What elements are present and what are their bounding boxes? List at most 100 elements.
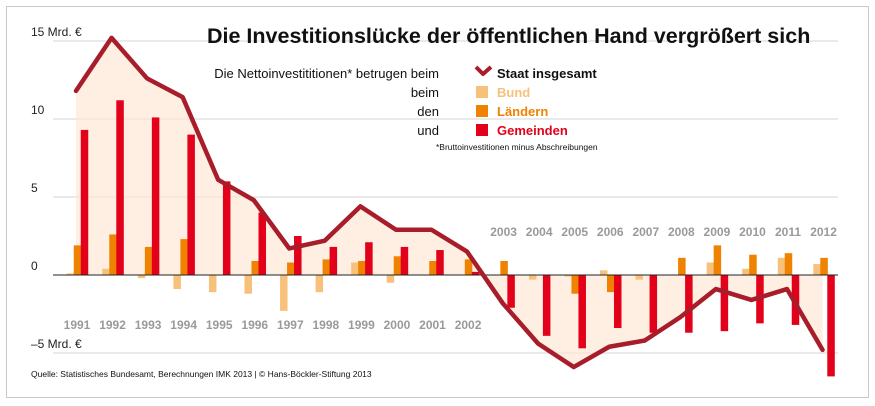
bar-gemeinden bbox=[365, 242, 373, 275]
y-tick-label: 0 bbox=[31, 259, 38, 273]
legend-prefix-laender: den bbox=[417, 104, 439, 119]
x-tick-label: 2007 bbox=[632, 225, 659, 239]
legend-prefix-gemeinden: und bbox=[417, 123, 439, 138]
bar-lndern bbox=[109, 234, 117, 275]
bar-bund bbox=[564, 275, 572, 277]
bar-gemeinden bbox=[151, 117, 160, 275]
legend-prefix-bund: beim bbox=[411, 85, 439, 100]
y-tick-label: –5 Mrd. € bbox=[31, 337, 82, 351]
x-tick-labels: 1991 1992 1993 1994 1995 1996 1997 1998 1999 2000… bbox=[64, 225, 838, 332]
bar-gemeinden bbox=[507, 275, 515, 308]
y-tick-label: 15 Mrd. € bbox=[31, 25, 82, 39]
bar-bund bbox=[66, 273, 75, 275]
x-tick-label: 2003 bbox=[490, 225, 517, 239]
x-tick-label: 2004 bbox=[526, 225, 553, 239]
x-tick-label: 2012 bbox=[810, 225, 837, 239]
bar-gemeinden bbox=[80, 129, 89, 275]
legend-label-laender: Ländern bbox=[497, 104, 548, 119]
bar-gemeinden bbox=[720, 275, 729, 332]
bar-bund bbox=[813, 264, 821, 275]
bar-gemeinden bbox=[329, 246, 338, 275]
legend-swatch-bund bbox=[476, 86, 488, 98]
x-tick-label: 2009 bbox=[704, 225, 731, 239]
x-tick-label: 2011 bbox=[775, 225, 801, 239]
bar-bund bbox=[600, 270, 608, 275]
bar-gemeinden bbox=[614, 275, 622, 329]
bar-gemeinden bbox=[542, 275, 551, 336]
bar-lndern bbox=[607, 275, 615, 293]
legend: Staat insgesamt beim Bund den Ländern un… bbox=[411, 65, 597, 138]
bars-layer bbox=[66, 100, 835, 377]
bar-bund bbox=[244, 275, 252, 294]
x-tick-label: 2000 bbox=[384, 318, 411, 332]
bar-bund bbox=[706, 262, 715, 275]
x-tick-label: 2008 bbox=[668, 225, 695, 239]
bar-lndern bbox=[571, 275, 579, 294]
legend-item-laender: den Ländern bbox=[417, 104, 548, 119]
legend-label-total: Staat insgesamt bbox=[497, 66, 597, 81]
bar-lndern bbox=[322, 259, 331, 275]
bar-gemeinden bbox=[258, 212, 266, 275]
bar-gemeinden bbox=[685, 275, 693, 333]
bar-gemeinden bbox=[116, 100, 124, 275]
bar-lndern bbox=[180, 239, 188, 275]
y-tick-label: 5 bbox=[31, 181, 38, 195]
bar-gemeinden bbox=[222, 181, 231, 275]
bar-bund bbox=[386, 275, 395, 283]
x-tick-label: 1999 bbox=[348, 318, 375, 332]
bar-lndern bbox=[713, 245, 722, 275]
x-tick-label: 1997 bbox=[277, 318, 304, 332]
legend-item-bund: beim Bund bbox=[411, 85, 530, 100]
bar-lndern bbox=[784, 253, 793, 275]
bar-gemeinden bbox=[649, 275, 658, 333]
chart-title: Die Investitionslücke der öffentlichen H… bbox=[207, 24, 810, 48]
x-tick-label: 1998 bbox=[312, 318, 339, 332]
bar-bund bbox=[528, 275, 537, 280]
bar-gemeinden bbox=[400, 246, 409, 275]
y-tick-label: 10 bbox=[31, 103, 45, 117]
footnote: *Bruttoinvestitionen minus Abschreibunge… bbox=[436, 142, 598, 152]
bar-gemeinden bbox=[578, 275, 586, 349]
bar-bund bbox=[280, 275, 288, 311]
legend-item-gemeinden: und Gemeinden bbox=[417, 123, 568, 138]
x-tick-label: 1992 bbox=[99, 318, 126, 332]
bar-gemeinden bbox=[436, 250, 444, 275]
chart-subtitle: Die Nettoinvestititionen* betrugen beim bbox=[214, 66, 439, 81]
bar-gemeinden bbox=[187, 134, 195, 275]
bar-bund bbox=[208, 275, 217, 293]
source-note: Quelle: Statistisches Bundesamt, Berechn… bbox=[31, 369, 372, 379]
legend-item-total: Staat insgesamt bbox=[474, 65, 597, 81]
legend-label-bund: Bund bbox=[497, 85, 530, 100]
x-tick-label: 1991 bbox=[64, 318, 91, 332]
bar-lndern bbox=[287, 262, 295, 275]
bar-lndern bbox=[500, 260, 508, 275]
x-tick-label: 1994 bbox=[170, 318, 197, 332]
x-tick-label: 1995 bbox=[206, 318, 233, 332]
total-line bbox=[73, 35, 825, 370]
bar-lndern bbox=[820, 257, 828, 275]
x-tick-label: 2005 bbox=[561, 225, 588, 239]
bar-lndern bbox=[678, 257, 686, 275]
x-tick-label: 2001 bbox=[419, 318, 446, 332]
bar-lndern bbox=[464, 259, 473, 275]
bar-lndern bbox=[393, 256, 402, 275]
total-area-fill bbox=[76, 37, 823, 368]
x-tick-label: 1996 bbox=[241, 318, 268, 332]
bar-gemeinden bbox=[294, 236, 302, 275]
bar-gemeinden bbox=[827, 275, 835, 377]
legend-swatch-gemeinden bbox=[476, 124, 488, 136]
bar-bund bbox=[102, 268, 110, 275]
legend-swatch-laender bbox=[476, 105, 488, 117]
bar-bund bbox=[315, 275, 324, 293]
chart-frame: 15 Mrd. €10 5 0 –5 Mrd. € 1991 1992 1993 1994 1… bbox=[6, 6, 869, 398]
bar-bund bbox=[742, 268, 750, 275]
legend-line-swatch bbox=[474, 65, 493, 76]
bar-lndern bbox=[749, 254, 757, 275]
x-tick-label: 2010 bbox=[739, 225, 766, 239]
bar-gemeinden bbox=[471, 271, 480, 275]
bar-lndern bbox=[144, 246, 153, 275]
bar-bund bbox=[351, 262, 359, 275]
y-tick-labels: 15 Mrd. € 10 5 0 –5 Mrd. € bbox=[31, 25, 82, 351]
bar-bund bbox=[137, 275, 146, 279]
